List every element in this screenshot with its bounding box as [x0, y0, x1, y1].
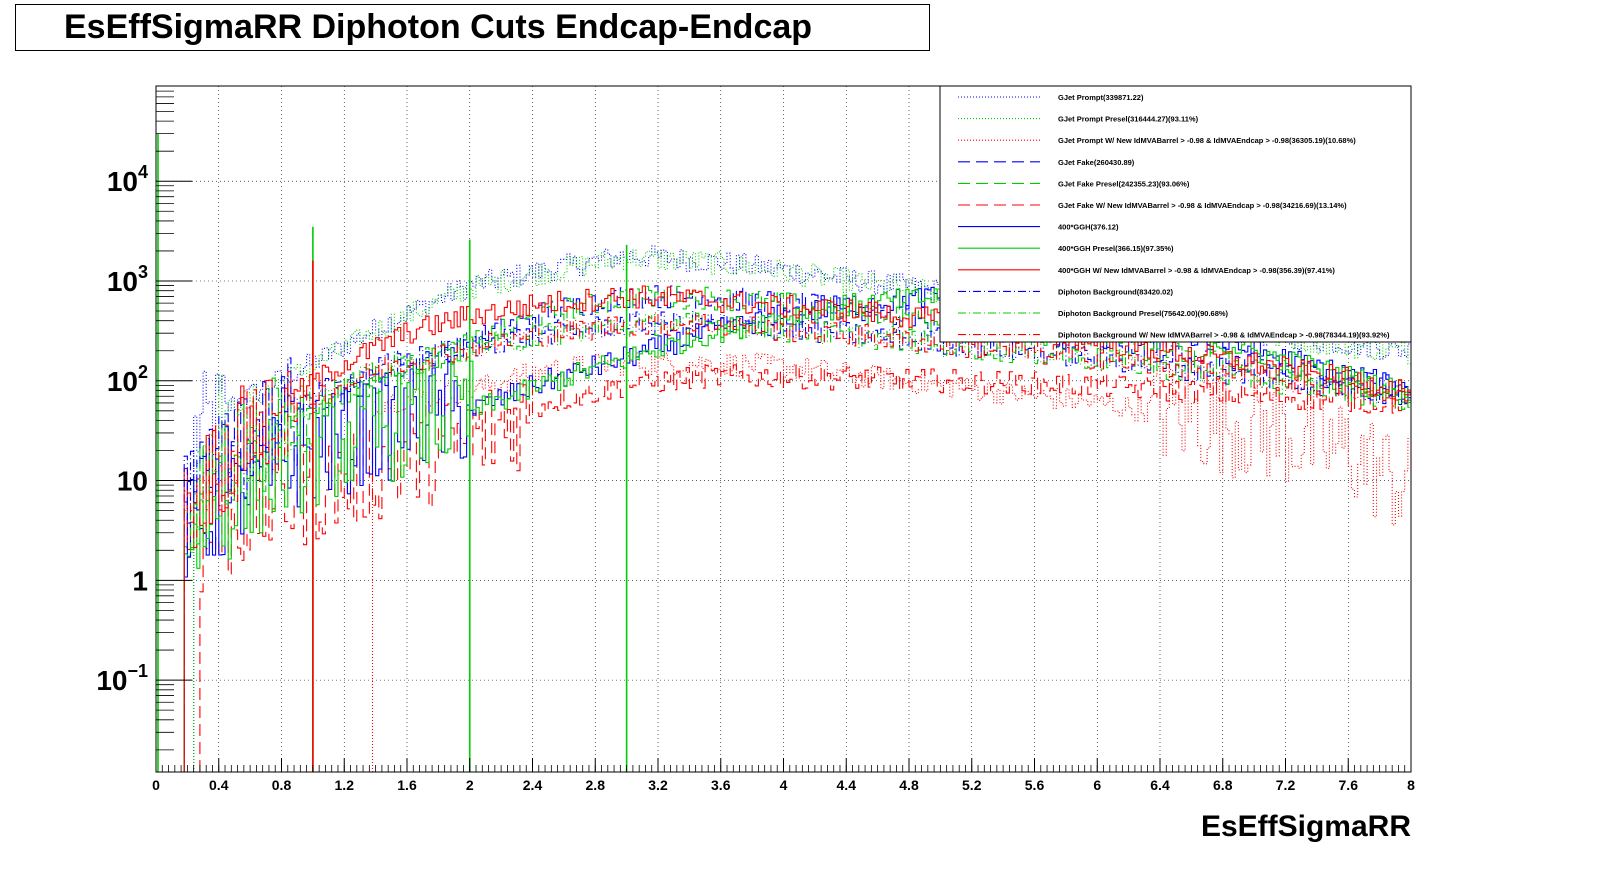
x-tick-label: 0.4	[209, 777, 229, 793]
legend-entry: GJet Prompt W/ New IdMVABarrel > -0.98 &…	[1058, 136, 1356, 145]
y-tick-base: 10	[96, 665, 127, 696]
series-line-7	[183, 286, 1411, 772]
x-tick-label: 2.4	[523, 777, 543, 793]
x-tick-label: 6.8	[1213, 777, 1233, 793]
x-tick-label: 0	[152, 777, 160, 793]
y-tick-label: 10−1	[96, 661, 148, 696]
legend-entry: GJet Prompt Presel(316444.27)(93.11%)	[1058, 115, 1199, 124]
legend-entry: 400*GGH Presel(366.15)(97.35%)	[1058, 244, 1174, 253]
legend-entry: GJet Fake(260430.89)	[1058, 158, 1135, 167]
x-tick-label: 4.4	[837, 777, 857, 793]
series-line-9	[183, 285, 1411, 772]
y-tick-base: 1	[132, 565, 148, 596]
x-tick-label: 4.8	[899, 777, 919, 793]
x-tick-label: 6.4	[1150, 777, 1170, 793]
x-tick-label: 2	[466, 777, 474, 793]
y-tick-exponent: 3	[138, 262, 148, 282]
y-tick-base: 10	[107, 366, 138, 397]
y-tick-base: 10	[107, 166, 138, 197]
x-tick-label: 3.6	[711, 777, 731, 793]
y-tick-exponent: −1	[127, 661, 148, 681]
series-line-11	[183, 312, 1411, 772]
y-tick-exponent: 4	[138, 162, 148, 182]
series-line-3	[371, 352, 1411, 772]
x-tick-label: 1.6	[397, 777, 417, 793]
x-tick-label: 3.2	[648, 777, 668, 793]
y-tick-label: 103	[107, 262, 148, 297]
x-tick-label: 5.6	[1025, 777, 1045, 793]
y-tick-label: 104	[107, 162, 148, 197]
legend-box	[939, 85, 1412, 343]
y-tick-base: 10	[117, 466, 148, 497]
x-tick-label: 8	[1407, 777, 1415, 793]
x-tick-label: 2.8	[586, 777, 606, 793]
legend-entry: GJet Fake W/ New IdMVABarrel > -0.98 & I…	[1058, 201, 1347, 210]
x-tick-label: 7.6	[1339, 777, 1359, 793]
y-tick-base: 10	[107, 266, 138, 297]
y-tick-exponent: 2	[138, 362, 148, 382]
x-tick-label: 5.2	[962, 777, 982, 793]
y-tick-label: 102	[107, 362, 148, 397]
legend-entry: Diphoton Background W/ New IdMVABarrel >…	[1058, 331, 1390, 340]
x-tick-label: 7.2	[1276, 777, 1296, 793]
x-tick-label: 6	[1093, 777, 1101, 793]
legend-entry: GJet Fake Presel(242355.23)(93.06%)	[1058, 179, 1190, 188]
x-tick-label: 4	[780, 777, 788, 793]
chart-title: EsEffSigmaRR Diphoton Cuts Endcap-Endcap	[15, 4, 930, 51]
legend-entry: GJet Prompt(339871.22)	[1058, 93, 1144, 102]
y-tick-label: 1	[132, 565, 148, 596]
y-tick-label: 10	[117, 466, 148, 497]
series-line-5	[183, 285, 1411, 772]
x-axis: 0 0.4 0.8 1.2 1.6 2 2.4 2.8 3.2 3.6 4 4.4 4.8 5.2 5.6 6…	[152, 758, 1415, 793]
legend-entry: 400*GGH(376.12)	[1058, 223, 1119, 232]
series-line-10	[183, 311, 1411, 772]
x-tick-label: 1.2	[335, 777, 355, 793]
x-tick-label: 0.8	[272, 777, 292, 793]
x-axis-title: EsEffSigmaRR	[1201, 810, 1411, 843]
series-line-12	[183, 312, 1411, 772]
legend-entry: Diphoton Background(83420.02)	[1058, 287, 1174, 296]
legend-entry: Diphoton Background Presel(75642.00)(90.…	[1058, 309, 1229, 318]
legend: GJet Prompt(339871.22) GJet Prompt Presel…	[939, 85, 1412, 343]
legend-entry: 400*GGH W/ New IdMVABarrel > -0.98 & IdM…	[1058, 266, 1335, 275]
